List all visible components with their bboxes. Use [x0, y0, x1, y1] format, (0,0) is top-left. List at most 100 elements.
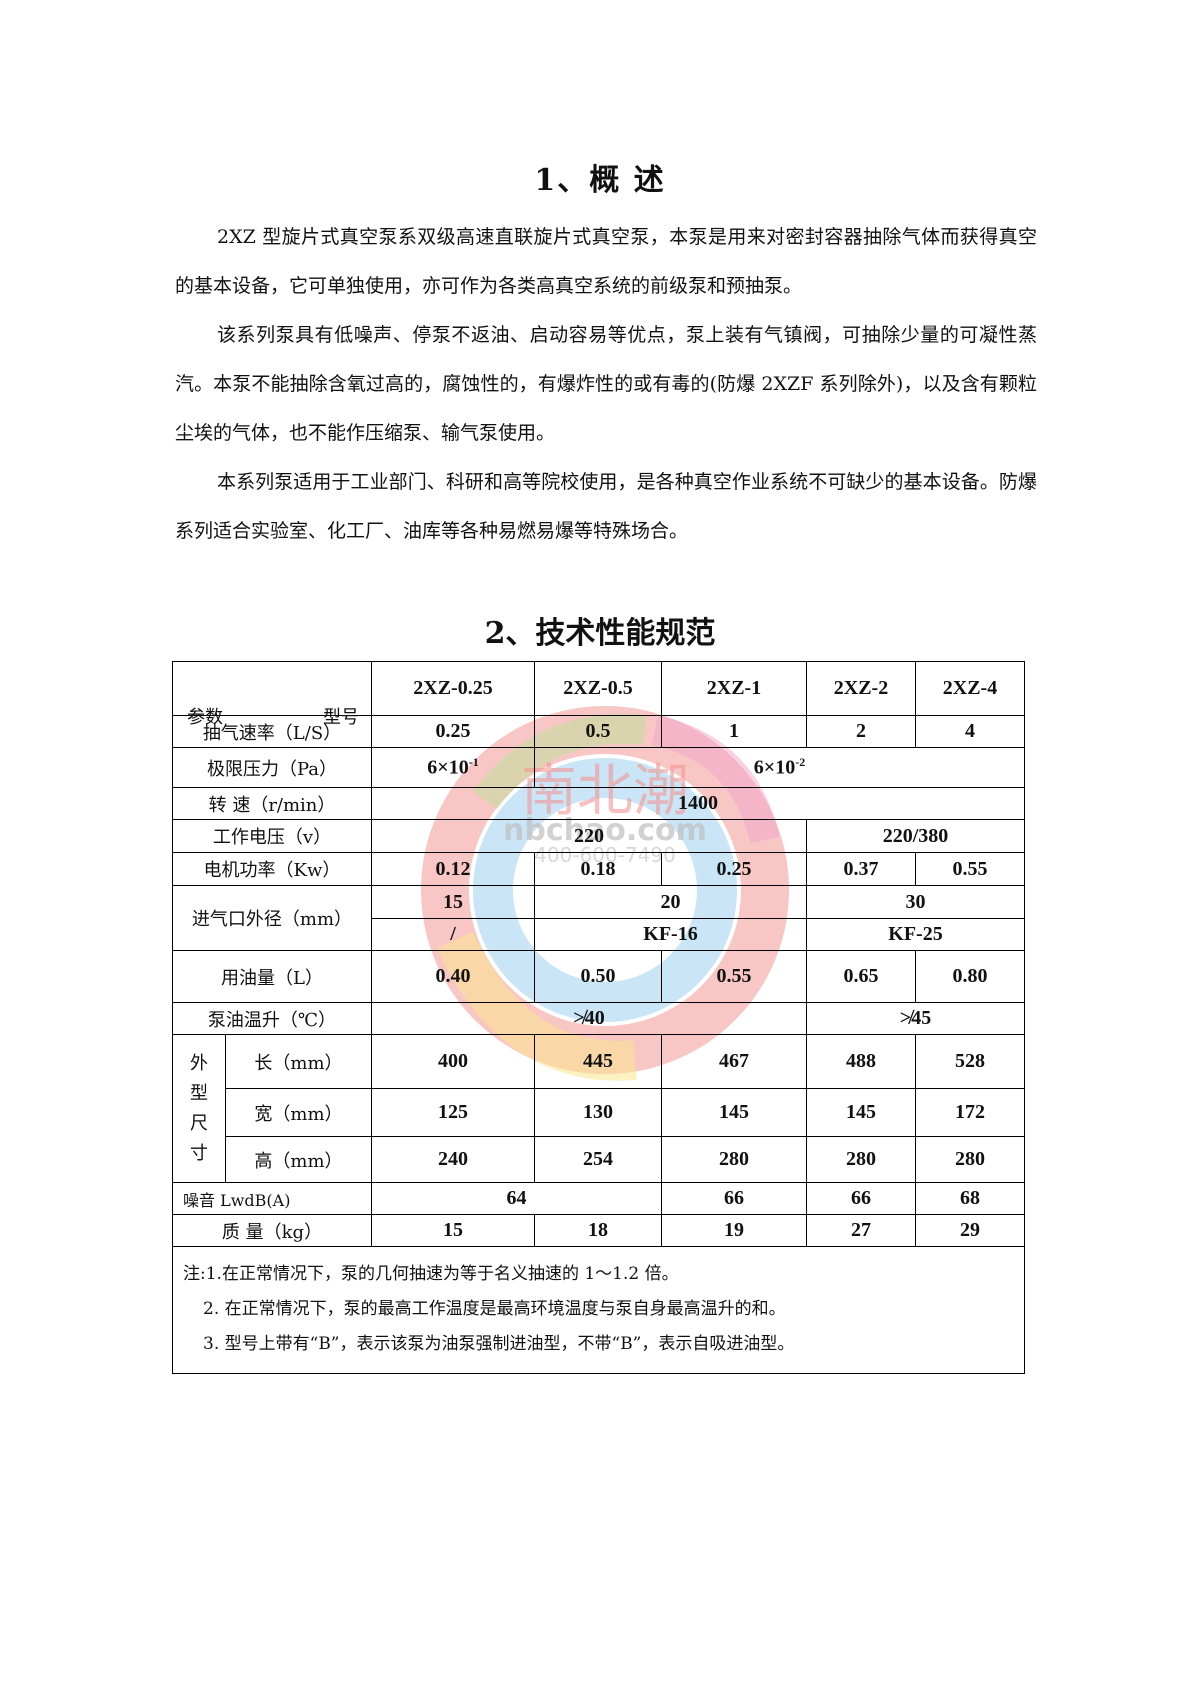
model-header: 2XZ-1	[661, 661, 807, 716]
cell: 445	[534, 1034, 662, 1089]
cell: 2	[806, 715, 916, 748]
paragraph: 该系列泵具有低噪声、停泵不返油、启动容易等优点，泵上装有气镇阀，可抽除少量的可凝…	[175, 324, 1037, 444]
cell: 30	[806, 885, 1025, 919]
cell: 172	[915, 1088, 1025, 1137]
notes-cell: 注:1.在正常情况下，泵的几何抽速为等于名义抽速的 1～1.2 倍。 2. 在正…	[172, 1246, 1025, 1374]
section-1-title: 1、概 述	[534, 163, 666, 198]
table-header-row: 参数 型号 2XZ-0.25 2XZ-0.5 2XZ-1 2XZ-2 2XZ-4	[172, 661, 1025, 728]
table-row: 极限压力（Pa） 6×10-1 6×10-2	[172, 747, 1025, 788]
table-row: 外 型 尺 寸 长（mm） 400 445 467 488 528	[172, 1034, 1025, 1183]
row-label: 泵油温升（℃）	[172, 1002, 372, 1035]
cell: 0.25	[371, 715, 535, 748]
table-row: 噪音 LwdB(A) 64 66 66 68	[172, 1182, 1025, 1215]
cell: 220	[371, 819, 807, 853]
table-row: 进气口外径（mm） 15 20 30	[172, 885, 1025, 951]
cell: 400	[371, 1034, 535, 1089]
table-row: 泵油温升（℃） ≯40 ≯45	[172, 1002, 1025, 1035]
notes-row: 注:1.在正常情况下，泵的几何抽速为等于名义抽速的 1～1.2 倍。 2. 在正…	[172, 1246, 1025, 1374]
cell: 125	[371, 1088, 535, 1137]
pressure-base: 6×10	[427, 756, 469, 779]
spec-table: 参数 型号 2XZ-0.25 2XZ-0.5 2XZ-1 2XZ-2 2XZ-4…	[172, 661, 1025, 1374]
cell: 20	[534, 885, 807, 919]
cell: 130	[534, 1088, 662, 1137]
row-label: 高（mm）	[225, 1136, 372, 1183]
cell: 6×10-1	[371, 747, 535, 788]
cell: 15	[371, 885, 535, 919]
table-row: 用油量（L） 0.40 0.50 0.55 0.65 0.80	[172, 950, 1025, 1003]
row-label: 工作电压（v）	[172, 819, 372, 853]
table-row: 宽（mm） 125 130 145 145 172	[173, 1088, 1025, 1137]
row-label: 进气口外径（mm）	[172, 885, 372, 951]
row-label: 质 量（kg）	[172, 1214, 372, 1247]
group-char: 型	[190, 1082, 208, 1104]
cell: 27	[806, 1214, 916, 1247]
table-row: 电机功率（Kw） 0.12 0.18 0.25 0.37 0.55	[172, 852, 1025, 886]
cell: 64	[371, 1182, 662, 1215]
row-label: 抽气速率（L/S）	[172, 715, 372, 748]
model-label: 型号	[323, 706, 359, 728]
pressure-exponent: -1	[468, 755, 479, 770]
table-row: 质 量（kg） 15 18 19 27 29	[172, 1214, 1025, 1247]
cell: 0.37	[806, 852, 916, 886]
row-label: 电机功率（Kw）	[172, 852, 372, 886]
cell: 66	[661, 1182, 807, 1215]
cell: KF-16	[534, 918, 807, 951]
cell: 0.25	[661, 852, 807, 886]
cell: 6×10-2	[534, 747, 1025, 788]
cell: 467	[661, 1034, 807, 1089]
group-char: 寸	[190, 1142, 208, 1164]
group-char: 尺	[190, 1112, 208, 1134]
model-header: 2XZ-2	[806, 661, 916, 716]
cell: ≯40	[371, 1002, 807, 1035]
cell: 254	[534, 1136, 662, 1183]
cell: 280	[915, 1136, 1025, 1183]
cell: 68	[915, 1182, 1025, 1215]
paragraph: 2XZ 型旋片式真空泵系双级高速直联旋片式真空泵，本泵是用来对密封容器抽除气体而…	[175, 226, 1037, 297]
cell: 240	[371, 1136, 535, 1183]
table-row: 转 速（r/min） 1400	[172, 787, 1025, 820]
cell: 29	[915, 1214, 1025, 1247]
cell: 145	[661, 1088, 807, 1137]
group-char: 外	[190, 1052, 208, 1074]
cell: 0.5	[534, 715, 662, 748]
table-row: 高（mm） 240 254 280 280 280	[173, 1136, 1025, 1183]
row-label: 转 速（r/min）	[172, 787, 372, 820]
cell: 0.12	[371, 852, 535, 886]
cell: 4	[915, 715, 1025, 748]
cell: 19	[661, 1214, 807, 1247]
model-header: 2XZ-0.25	[371, 661, 535, 716]
model-header: 2XZ-0.5	[534, 661, 662, 716]
cell: 0.55	[915, 852, 1025, 886]
pressure-exponent: -2	[795, 755, 806, 770]
table-row: 工作电压（v） 220 220/380	[172, 819, 1025, 853]
cell: 280	[806, 1136, 916, 1183]
cell: 220/380	[806, 819, 1025, 853]
cell: 0.80	[915, 950, 1025, 1003]
corner-cell: 参数 型号	[172, 661, 372, 728]
cell: 1	[661, 715, 807, 748]
cell: 15	[371, 1214, 535, 1247]
cell: 1400	[371, 787, 1025, 820]
row-label: 噪音 LwdB(A)	[172, 1182, 372, 1215]
row-label: 用油量（L）	[172, 950, 372, 1003]
dimensions-group-label: 外 型 尺 寸	[172, 1034, 226, 1183]
cell: ≯45	[806, 1002, 1025, 1035]
overview-text: 2XZ 型旋片式真空泵系双级高速直联旋片式真空泵，本泵是用来对密封容器抽除气体而…	[175, 213, 1037, 556]
cell: 488	[806, 1034, 916, 1089]
note: 2. 在正常情况下，泵的最高工作温度是最高环境温度与泵自身最高温升的和。	[203, 1299, 786, 1319]
pressure-base: 6×10	[753, 756, 796, 779]
cell: 0.55	[661, 950, 807, 1003]
cell: 18	[534, 1214, 662, 1247]
param-label: 参数	[187, 706, 223, 728]
note: 3. 型号上带有“B”，表示该泵为油泵强制进油型，不带“B”，表示自吸进油型。	[203, 1334, 795, 1354]
cell: /	[371, 918, 535, 951]
section-2-title: 2、技术性能规范	[484, 616, 716, 651]
row-label: 极限压力（Pa）	[172, 747, 372, 788]
cell: 528	[915, 1034, 1025, 1089]
cell: 145	[806, 1088, 916, 1137]
paragraph: 本系列泵适用于工业部门、科研和高等院校使用，是各种真空作业系统不可缺少的基本设备…	[175, 471, 1037, 542]
cell: KF-25	[806, 918, 1025, 951]
cell: 0.50	[534, 950, 662, 1003]
model-header: 2XZ-4	[915, 661, 1025, 716]
row-label: 宽（mm）	[225, 1088, 372, 1137]
